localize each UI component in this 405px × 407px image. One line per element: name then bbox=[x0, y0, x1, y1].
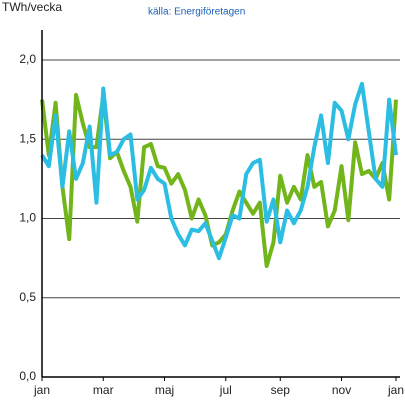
y-tick-label: 0,5 bbox=[19, 290, 36, 304]
y-tick-label: 1,5 bbox=[19, 131, 36, 145]
y-tick-label: 0,0 bbox=[19, 369, 36, 383]
y-tick-label: 1,0 bbox=[19, 211, 36, 225]
x-tick-label: sep bbox=[271, 383, 291, 397]
source-note: källa: Energiföretagen bbox=[148, 7, 245, 18]
x-tick-label: maj bbox=[155, 383, 174, 397]
y-tick-label: 2,0 bbox=[19, 52, 36, 66]
line-series bbox=[40, 81, 398, 261]
x-tick-label: mar bbox=[93, 383, 114, 397]
x-tick-label: jan bbox=[33, 383, 50, 397]
y-axis-title: TWh/vecka bbox=[2, 0, 62, 14]
x-tick-label: nov bbox=[332, 383, 351, 397]
x-tick-label: jul bbox=[219, 383, 232, 397]
x-tick-label: jan bbox=[387, 383, 404, 397]
